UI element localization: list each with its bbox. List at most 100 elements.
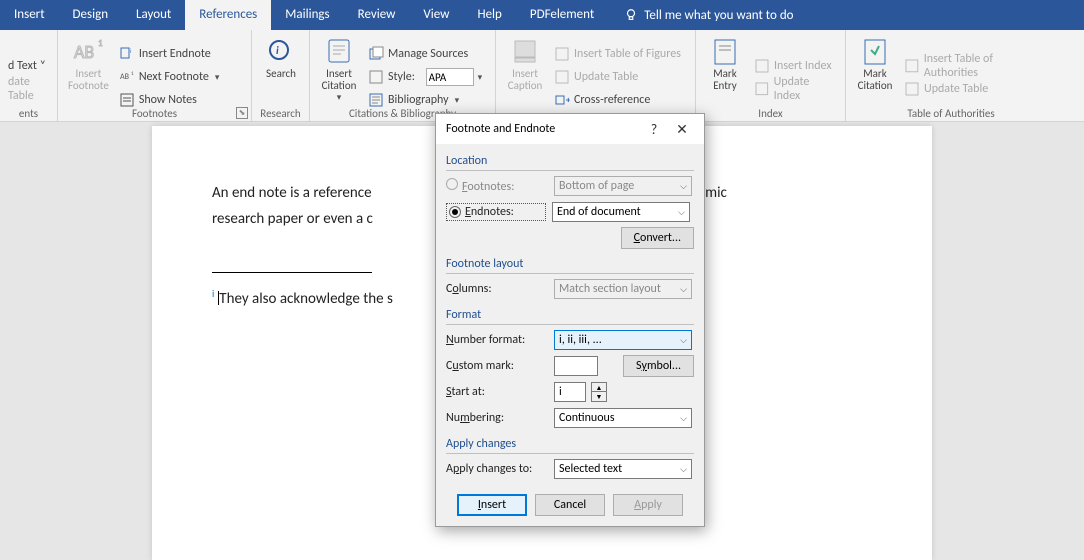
insert-tof-button[interactable]: Insert Table of Figures <box>552 43 683 65</box>
close-button[interactable]: ✕ <box>668 115 696 143</box>
spin-up-icon[interactable]: ▲ <box>592 383 606 392</box>
group-label: Table of Authorities <box>846 107 1056 120</box>
tab-references[interactable]: References <box>185 0 271 30</box>
custom-mark-label: Custom mark: <box>446 359 548 373</box>
cross-reference-button[interactable]: Cross-reference <box>552 89 683 111</box>
ribbon: d Text ˅ date Table ents AB1 Insert Foot… <box>0 30 1084 122</box>
update-index-button[interactable]: Update Index <box>752 78 839 100</box>
tab-design[interactable]: Design <box>59 0 122 30</box>
footnotes-radio[interactable]: Footnotes: <box>446 178 548 194</box>
update-index-icon <box>754 81 770 97</box>
update-table-button[interactable]: date Table <box>6 78 51 100</box>
insert-index-icon <box>754 58 770 74</box>
group-toc-partial: d Text ˅ date Table ents <box>0 30 58 122</box>
svg-text:1: 1 <box>131 71 134 77</box>
chevron-down-icon: ▾ <box>455 95 460 106</box>
section-format: Format <box>446 308 694 325</box>
chevron-down-icon: ▾ <box>215 72 220 83</box>
section-apply-changes: Apply changes <box>446 437 694 454</box>
citation-style[interactable]: Style: ▾ <box>366 66 484 88</box>
cancel-button[interactable]: Cancel <box>535 494 605 516</box>
tab-help[interactable]: Help <box>463 0 515 30</box>
tab-review[interactable]: Review <box>344 0 410 30</box>
update-toa-button[interactable]: Update Table <box>902 78 1050 100</box>
columns-select[interactable]: Match section layout⌵ <box>554 279 692 299</box>
group-toa: Mark Citation Insert Table of Authoritie… <box>846 30 1056 122</box>
dialog-titlebar[interactable]: Footnote and Endnote ? ✕ <box>436 114 704 144</box>
next-footnote-button[interactable]: AB1Next Footnote▾ <box>117 66 222 88</box>
mark-entry-icon <box>709 36 741 68</box>
tof-icon <box>554 46 570 62</box>
dialog-launcher-icon[interactable]: ⬊ <box>236 107 248 119</box>
numbering-label: Numbering: <box>446 411 548 425</box>
chevron-down-icon: ⌵ <box>680 284 687 295</box>
radio-icon <box>446 178 458 190</box>
chevron-down-icon: ⌵ <box>680 413 687 424</box>
help-button[interactable]: ? <box>640 115 668 143</box>
svg-text:i: i <box>276 44 279 57</box>
tab-mailings[interactable]: Mailings <box>271 0 343 30</box>
start-at-spinner[interactable]: ▲▼ <box>591 382 607 402</box>
svg-text:AB: AB <box>74 41 94 63</box>
add-text-button[interactable]: d Text ˅ <box>6 55 51 77</box>
bibliography-icon <box>368 92 384 108</box>
group-citations: Insert Citation ▾ Manage Sources Style: … <box>310 30 496 122</box>
dialog-title: Footnote and Endnote <box>446 122 640 136</box>
chevron-down-icon: ▾ <box>478 72 483 83</box>
custom-mark-input[interactable] <box>554 356 598 376</box>
toa-icon <box>904 58 920 74</box>
style-icon <box>368 69 384 85</box>
style-select[interactable] <box>426 68 474 86</box>
apply-to-label: Apply changes to: <box>446 462 548 476</box>
svg-text:AB: AB <box>120 72 130 82</box>
tab-insert[interactable]: Insert <box>0 0 59 30</box>
endnote-icon: i <box>119 46 135 62</box>
convert-button[interactable]: Convert... <box>621 227 694 249</box>
tell-me-label: Tell me what you want to do <box>644 8 793 23</box>
symbol-button[interactable]: Symbol... <box>623 355 694 377</box>
update-toa-icon <box>904 81 920 97</box>
start-at-input[interactable] <box>554 382 586 402</box>
start-at-label: Start at: <box>446 385 548 399</box>
insert-caption-button[interactable]: Insert Caption <box>502 32 548 122</box>
endnotes-location-select[interactable]: End of document⌵ <box>552 202 690 222</box>
insert-toa-button[interactable]: Insert Table of Authorities <box>902 55 1050 77</box>
group-label: Research <box>252 107 309 120</box>
insert-button[interactable]: Insert <box>457 494 527 516</box>
show-notes-icon <box>119 92 135 108</box>
number-format-select[interactable]: i, ii, iii, ...⌵ <box>554 330 692 350</box>
chevron-down-icon: ⌵ <box>680 464 687 475</box>
endnote-separator <box>212 272 372 273</box>
group-index: Mark Entry Insert Index Update Index Ind… <box>696 30 846 122</box>
search-icon: i <box>265 36 297 68</box>
numbering-select[interactable]: Continuous⌵ <box>554 408 692 428</box>
chevron-down-icon: ⌵ <box>680 335 687 346</box>
section-footnote-layout: Footnote layout <box>446 257 694 274</box>
group-label: Index <box>696 107 845 120</box>
section-location: Location <box>446 154 694 171</box>
tab-layout[interactable]: Layout <box>122 0 185 30</box>
lightbulb-icon <box>624 8 638 22</box>
manage-sources-button[interactable]: Manage Sources <box>366 43 484 65</box>
footnotes-location-select[interactable]: Bottom of page⌵ <box>554 176 692 196</box>
insert-index-button[interactable]: Insert Index <box>752 55 839 77</box>
manage-sources-icon <box>368 46 384 62</box>
apply-changes-select[interactable]: Selected text⌵ <box>554 459 692 479</box>
update-icon <box>554 69 570 85</box>
columns-label: Columns: <box>446 282 548 296</box>
svg-text:i: i <box>130 47 132 55</box>
footnote-endnote-dialog: Footnote and Endnote ? ✕ Location Footno… <box>435 113 705 527</box>
insert-endnote-button[interactable]: iInsert Endnote <box>117 43 222 65</box>
mark-citation-icon <box>859 36 891 68</box>
tab-view[interactable]: View <box>409 0 463 30</box>
group-label: Footnotes <box>58 107 251 120</box>
spin-down-icon[interactable]: ▼ <box>592 392 606 401</box>
chevron-down-icon: ⌵ <box>678 207 685 218</box>
tab-pdfelement[interactable]: PDFelement <box>516 0 608 30</box>
apply-button[interactable]: Apply <box>613 494 683 516</box>
endnotes-radio[interactable]: Endnotes: <box>446 203 546 221</box>
chevron-down-icon: ▾ <box>337 92 342 103</box>
tell-me[interactable]: Tell me what you want to do <box>624 8 793 23</box>
caption-icon <box>509 36 541 68</box>
update-table-captions-button[interactable]: Update Table <box>552 66 683 88</box>
